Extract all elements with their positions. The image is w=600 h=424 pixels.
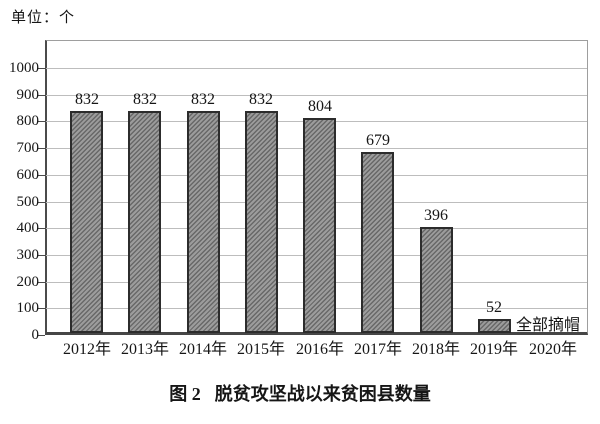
bar-2014 [187,110,220,333]
x-axis-label-2016: 2016年 [295,341,344,358]
bar-2018 [420,227,453,333]
bar-value-label-2017: 679 [366,132,390,149]
x-axis-label-2013: 2013年 [120,341,169,358]
x-axis-label-2020: 2020年 [528,341,577,358]
figure-caption: 图 2 脱贫攻坚战以来贫困县数量 [0,383,600,405]
y-axis-label-500: 500 [16,194,40,210]
y-axis-label-0: 0 [31,327,40,343]
y-tick-500 [38,202,45,203]
bar-value-label-2016: 804 [308,98,332,115]
bar-2019 [478,319,511,333]
y-tick-600 [38,175,45,176]
figure-number: 图 2 [169,384,201,404]
y-axis-label-700: 700 [16,140,40,156]
bar-value-label-2018: 396 [424,207,448,224]
bar-value-label-2019: 52 [486,299,502,316]
y-tick-200 [38,282,45,283]
bar-value-label-2012: 832 [75,91,99,108]
bar-value-label-2013: 832 [133,91,157,108]
bar-value-label-2014: 832 [191,91,215,108]
y-axis-label-600: 600 [16,167,40,183]
y-tick-1000 [38,68,45,69]
x-axis-label-2019: 2019年 [469,341,518,358]
y-tick-700 [38,148,45,149]
unit-label: 单位：个 [11,10,76,26]
y-tick-100 [38,308,45,309]
y-tick-300 [38,255,45,256]
y-axis-label-800: 800 [16,113,40,129]
x-axis-label-2017: 2017年 [353,341,402,358]
x-axis-label-2014: 2014年 [178,341,227,358]
figure-title: 脱贫攻坚战以来贫困县数量 [214,384,431,404]
plot-area [45,40,588,335]
bar-value-label-2015: 832 [249,91,273,108]
y-axis-label-400: 400 [16,220,40,236]
y-tick-0 [38,335,45,336]
y-axis-label-300: 300 [16,247,40,263]
annotation-label: 全部摘帽 [516,317,581,334]
bar-2013 [128,110,161,333]
y-tick-400 [38,228,45,229]
y-axis-label-1000: 1000 [9,60,39,76]
y-tick-800 [38,121,45,122]
y-axis-label-900: 900 [16,87,40,103]
bar-2016 [303,118,336,333]
bar-2012 [70,110,103,333]
gridline-900 [46,95,587,96]
y-tick-900 [38,95,45,96]
bar-2015 [245,110,278,333]
x-axis-label-2012: 2012年 [62,341,111,358]
bar-2017 [361,151,394,333]
x-axis-label-2018: 2018年 [411,341,460,358]
gridline-1000 [46,68,587,69]
y-axis-label-100: 100 [16,300,40,316]
y-axis-label-200: 200 [16,274,40,290]
x-axis-label-2015: 2015年 [236,341,285,358]
